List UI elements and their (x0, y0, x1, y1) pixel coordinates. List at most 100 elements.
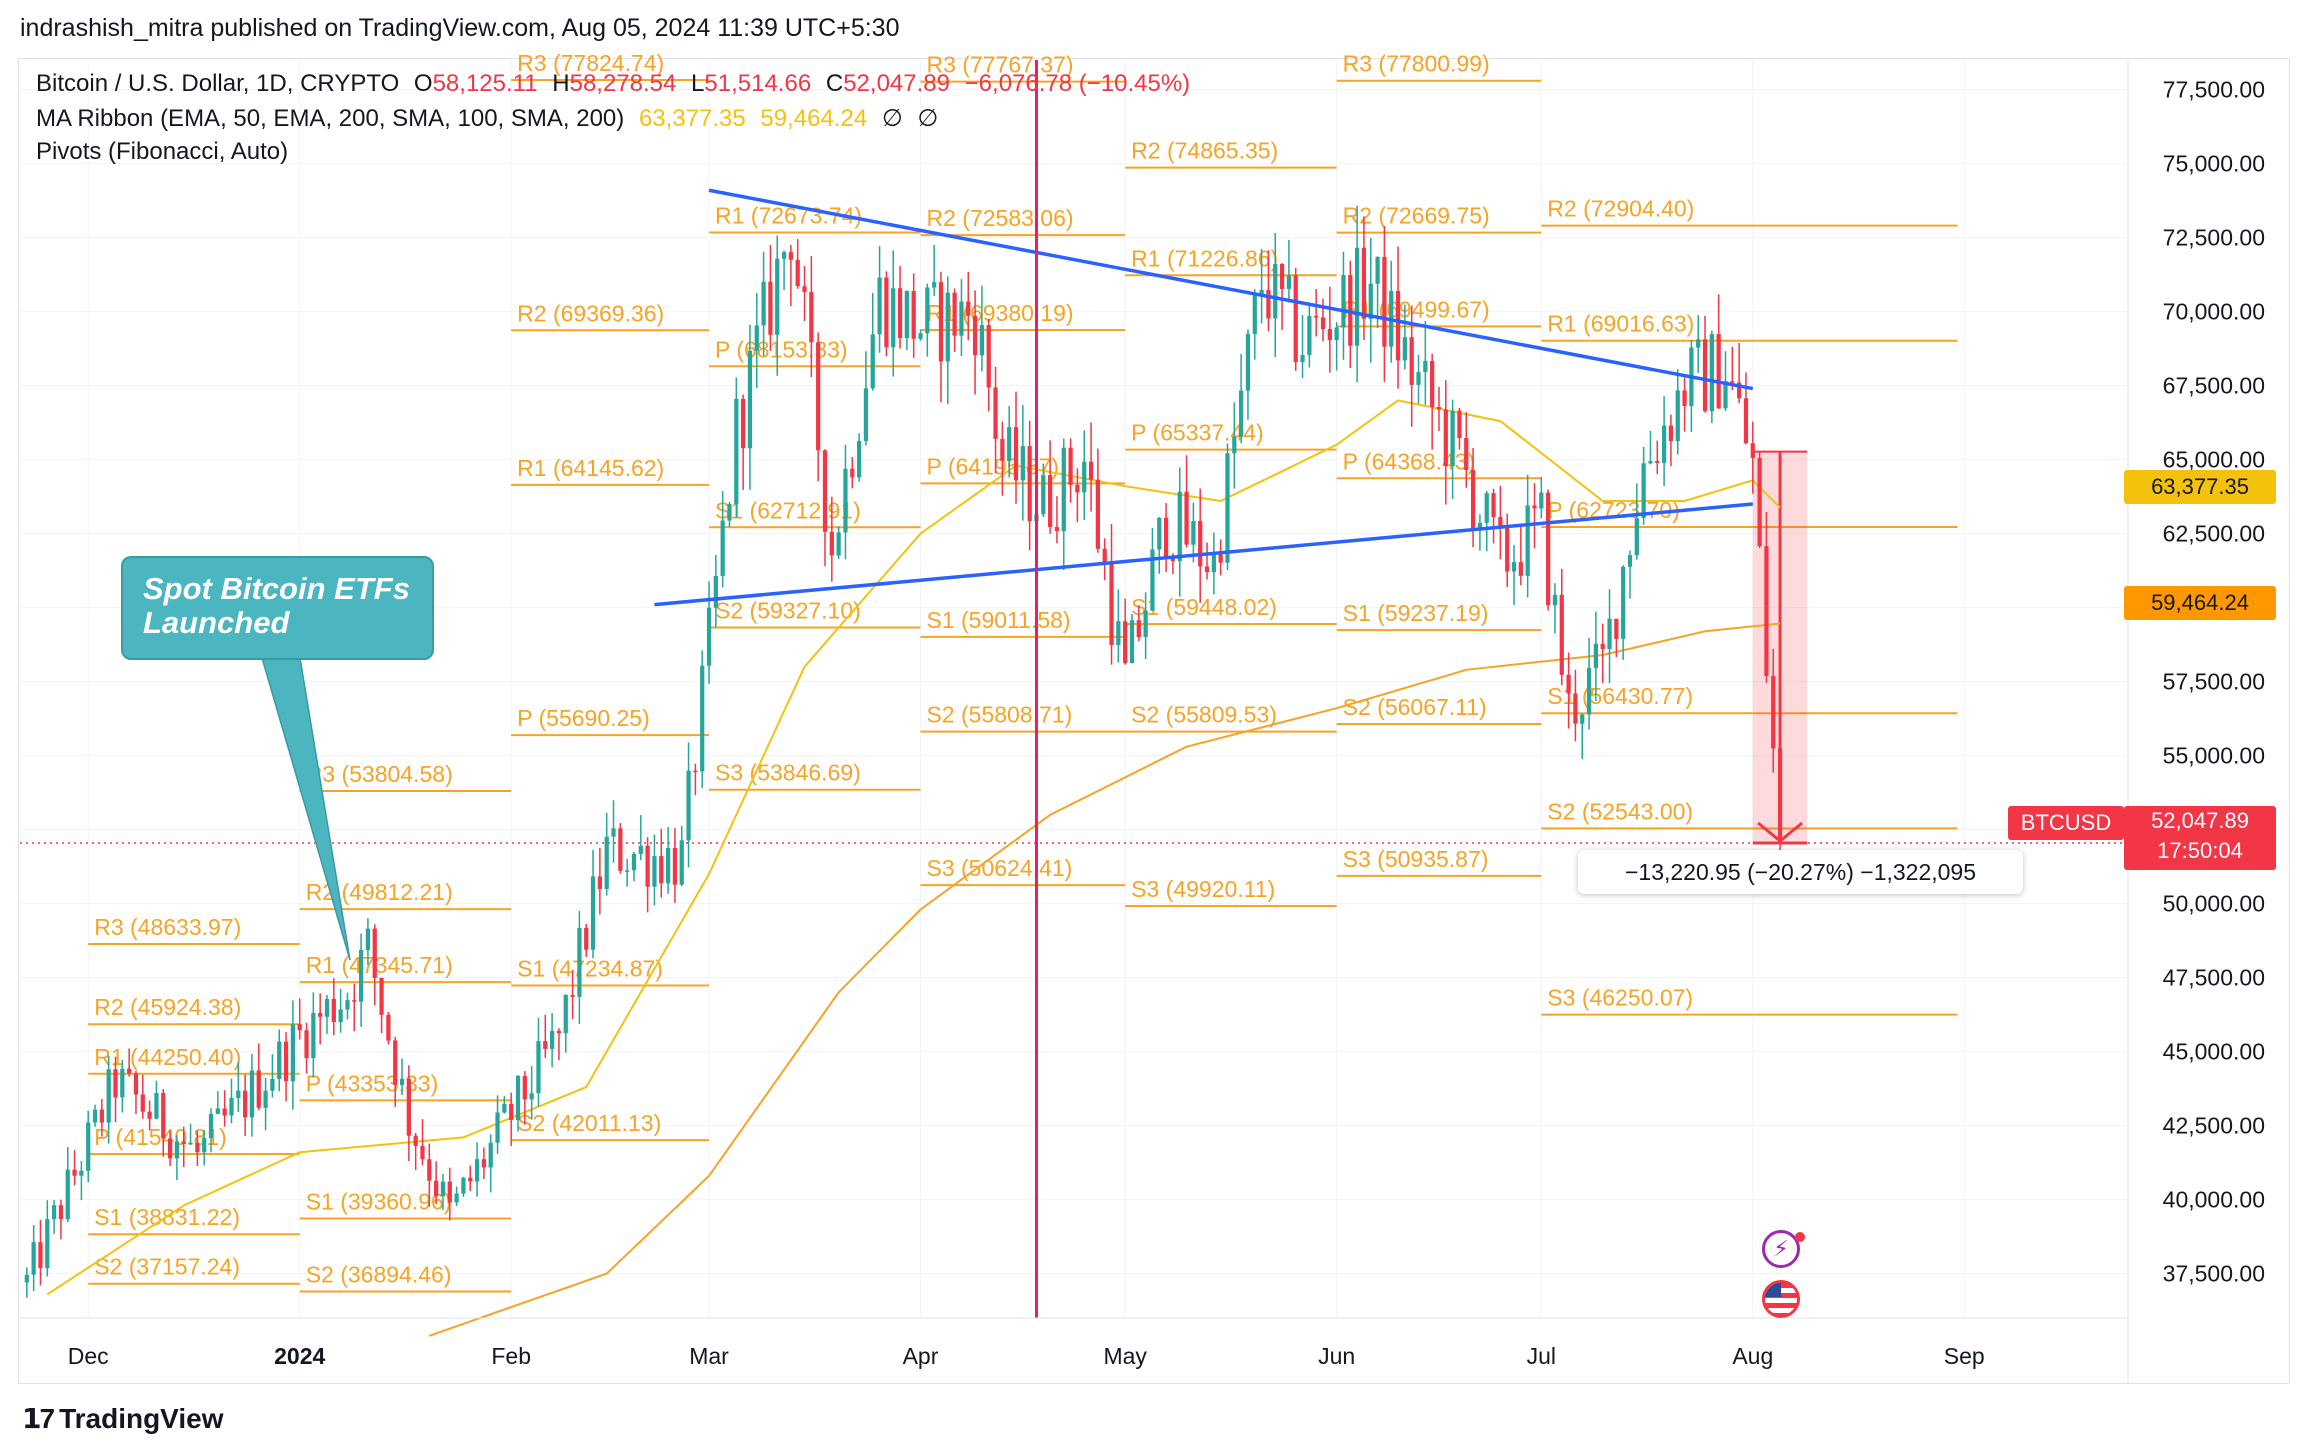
candle-body (481, 1159, 487, 1168)
candle-body (468, 1177, 473, 1182)
pivot-label: R2 (72669.75) (1343, 203, 1490, 229)
candle-body (434, 1180, 439, 1197)
candle-body (1771, 675, 1776, 749)
candle-body (1436, 406, 1442, 410)
candle-body (113, 1069, 118, 1098)
candle-body (1143, 610, 1148, 638)
y-tick-label: 40,000.00 (2163, 1187, 2265, 1213)
candle-body (904, 291, 909, 339)
x-tick-label: May (1103, 1343, 1147, 1369)
flag-canton-icon (1765, 1283, 1781, 1297)
candle-body (406, 1078, 411, 1136)
candle-body (1218, 552, 1223, 563)
candle-body (502, 1103, 507, 1113)
candle-body (147, 1111, 152, 1119)
pivot-label: R3 (77767.37) (927, 52, 1074, 78)
x-tick-label: 2024 (274, 1343, 325, 1369)
y-tick-label: 75,000.00 (2163, 151, 2265, 177)
candle-body (1511, 562, 1517, 572)
pivot-label: R3 (48633.97) (94, 914, 241, 940)
candle-body (972, 315, 978, 356)
pivot-label: S1 (39360.96) (306, 1189, 452, 1215)
ema200-line (428, 622, 1781, 1337)
candle-body (208, 1113, 214, 1139)
pivot-label: R2 (74865.35) (1131, 138, 1278, 164)
legend-ma-value1: 63,377.35 (638, 105, 746, 132)
candle-body (236, 1090, 241, 1099)
candle-body (1402, 337, 1407, 361)
candle-body (311, 1012, 316, 1059)
candle-body (1361, 247, 1367, 319)
candle-body (625, 870, 630, 872)
candle-body (829, 531, 834, 556)
candle-body (1088, 461, 1094, 480)
legend-open-label: O (413, 70, 433, 97)
pivot-label: R2 (72904.40) (1547, 196, 1694, 222)
pivot-label: P (55690.25) (517, 705, 650, 731)
candle-body (1668, 425, 1674, 442)
candle-body (447, 1181, 452, 1203)
candle-body (761, 281, 766, 326)
candle-body (1048, 475, 1053, 527)
legend-pivots-label: Pivots (Fibonacci, Auto) (36, 138, 289, 165)
candle-body (65, 1169, 70, 1220)
us-flag-icon[interactable] (1762, 1280, 1800, 1318)
symbol-tag: BTCUSD (2008, 806, 2124, 840)
candle-body (1682, 390, 1687, 407)
pivot-label: S2 (42011.13) (517, 1110, 661, 1136)
candle-body (809, 292, 814, 343)
candle-body (338, 1009, 343, 1023)
candle-body (1518, 562, 1523, 576)
candle-body (911, 291, 916, 339)
candle-body (229, 1098, 234, 1116)
candle-body (1621, 566, 1626, 639)
candle-body (570, 995, 575, 997)
candle-body (1423, 360, 1428, 373)
candle-body (1525, 505, 1530, 576)
candle-body (768, 281, 773, 335)
candle-body (788, 252, 794, 260)
legend-low-label: L (691, 70, 705, 97)
candle-body (51, 1205, 57, 1220)
candle-body (202, 1138, 207, 1153)
y-tick-label: 62,500.00 (2163, 521, 2265, 547)
last-price-tag: 52,047.89 17:50:04 (2124, 806, 2276, 870)
candle-body (1327, 329, 1332, 341)
candle-body (1102, 548, 1107, 563)
candle-body (1225, 453, 1230, 563)
y-tick-label: 72,500.00 (2163, 225, 2265, 251)
candle-body (106, 1069, 111, 1123)
pivot-label: R1 (69380.19) (927, 300, 1074, 326)
candle-body (775, 258, 780, 335)
footer-brand: TradingView (59, 1402, 224, 1434)
candle-body (665, 848, 671, 884)
lightning-icon[interactable]: ⚡ (1762, 1230, 1800, 1268)
candle-body (386, 1014, 391, 1041)
pivot-label: S1 (59011.58) (927, 607, 1071, 633)
pivot-label: R3 (77824.74) (517, 50, 664, 76)
candle-body (891, 288, 896, 348)
candle-body (427, 1159, 432, 1181)
pivot-label: S2 (55808.71) (927, 702, 1073, 728)
candle-body (1041, 475, 1046, 515)
candle-body (1614, 618, 1619, 639)
x-tick-label: Jul (1527, 1343, 1556, 1369)
candle-body (536, 1041, 541, 1094)
candle-body (99, 1109, 104, 1123)
pivot-label: R3 (77800.99) (1343, 51, 1490, 77)
tradingview-logo[interactable]: 𝟭7 TradingView (22, 1402, 223, 1435)
candle-body (1204, 566, 1210, 573)
candle-body (966, 301, 971, 316)
candle-body (1532, 505, 1537, 509)
candle-body (945, 292, 950, 362)
candle-body (1027, 446, 1032, 522)
candle-body (1586, 667, 1592, 715)
candle-body (925, 287, 930, 334)
candle-body (1184, 491, 1189, 545)
candle-body (1505, 527, 1510, 572)
candle-body (659, 856, 664, 884)
candle-body (1764, 546, 1769, 676)
pivot-label: S3 (50624.41) (927, 855, 1073, 881)
candle-body (1211, 552, 1216, 573)
